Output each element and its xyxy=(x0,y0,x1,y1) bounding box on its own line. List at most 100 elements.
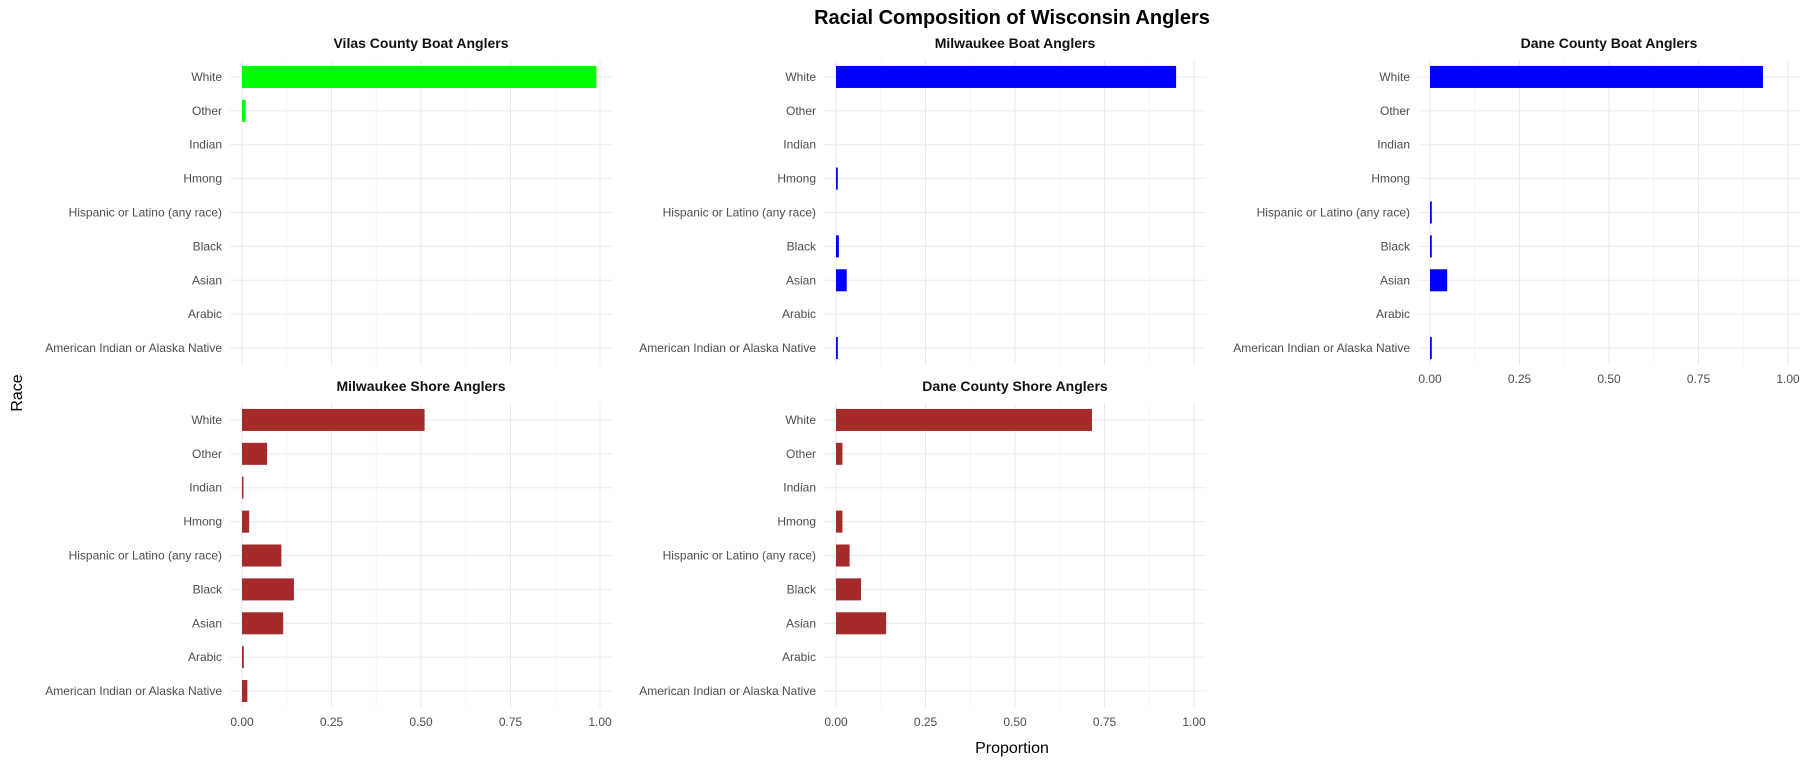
category-label: Black xyxy=(1381,239,1411,253)
x-tick-label: 0.50 xyxy=(409,715,433,729)
x-tick-label: 0.50 xyxy=(1597,372,1621,386)
bar-american-indian-or-alaska-native xyxy=(1430,337,1432,360)
category-label: Arabic xyxy=(782,650,816,664)
facet-panels: White Other Indian Hmong Hispanic or Latino … xyxy=(45,35,1800,729)
category-label: Asian xyxy=(192,273,222,287)
category-label: Arabic xyxy=(188,650,222,664)
bar-hmong xyxy=(836,510,843,533)
category-label: Other xyxy=(786,104,816,118)
bar-white xyxy=(836,408,1092,431)
bar-black xyxy=(1430,235,1432,258)
panel-title: Milwaukee Boat Anglers xyxy=(935,35,1096,51)
panel-title: Dane County Boat Anglers xyxy=(1521,35,1698,51)
panel-4: White Other Indian Hmong Hispanic or Latino … xyxy=(45,378,612,729)
category-label: Asian xyxy=(786,616,816,630)
bar-other xyxy=(242,99,246,122)
bar-hmong xyxy=(242,510,250,533)
bar-american-indian-or-alaska-native xyxy=(242,680,248,703)
x-tick-label: 0.00 xyxy=(230,715,254,729)
category-label: Hispanic or Latino (any race) xyxy=(663,206,816,220)
bar-hispanic-or-latino-any-race- xyxy=(242,544,282,567)
category-label: Hispanic or Latino (any race) xyxy=(69,206,222,220)
bar-american-indian-or-alaska-native xyxy=(836,337,838,360)
bar-asian xyxy=(836,612,887,635)
bar-asian xyxy=(242,612,284,635)
panel-1: White Other Indian Hmong Hispanic or Latino … xyxy=(45,35,612,365)
category-label: White xyxy=(191,70,222,84)
x-tick-label: 0.00 xyxy=(1418,372,1442,386)
bar-white xyxy=(1430,65,1763,88)
category-label: Hmong xyxy=(183,515,222,529)
category-label: Hispanic or Latino (any race) xyxy=(663,549,816,563)
category-label: Asian xyxy=(1380,273,1410,287)
category-label: Indian xyxy=(783,138,816,152)
category-label: Other xyxy=(192,104,222,118)
bar-asian xyxy=(1430,269,1448,292)
category-label: American Indian or Alaska Native xyxy=(45,341,222,355)
x-tick-label: 1.00 xyxy=(1776,372,1800,386)
bar-other xyxy=(242,442,268,465)
bar-hispanic-or-latino-any-race- xyxy=(1430,201,1432,224)
bar-black xyxy=(836,578,862,601)
category-label: White xyxy=(785,413,816,427)
category-label: Black xyxy=(787,582,817,596)
panel-title: Vilas County Boat Anglers xyxy=(333,35,508,51)
x-tick-label: 0.25 xyxy=(1508,372,1532,386)
category-label: Other xyxy=(786,447,816,461)
category-label: Indian xyxy=(1377,138,1410,152)
bar-black xyxy=(836,235,839,258)
x-tick-label: 1.00 xyxy=(1182,715,1206,729)
category-label: Black xyxy=(193,239,223,253)
x-tick-label: 1.00 xyxy=(588,715,612,729)
category-label: American Indian or Alaska Native xyxy=(639,341,816,355)
bar-white xyxy=(242,408,425,431)
category-label: Hispanic or Latino (any race) xyxy=(69,549,222,563)
category-label: Indian xyxy=(189,138,222,152)
bar-arabic xyxy=(242,646,244,669)
x-tick-label: 0.75 xyxy=(1093,715,1117,729)
category-label: Arabic xyxy=(782,307,816,321)
bar-indian xyxy=(242,476,244,499)
category-label: White xyxy=(785,70,816,84)
category-label: Other xyxy=(192,447,222,461)
category-label: Black xyxy=(787,239,817,253)
category-label: Hispanic or Latino (any race) xyxy=(1257,206,1410,220)
x-axis-title: Proportion xyxy=(975,740,1049,757)
x-tick-label: 0.00 xyxy=(824,715,848,729)
bar-other xyxy=(836,442,843,465)
category-label: Arabic xyxy=(188,307,222,321)
category-label: Hmong xyxy=(777,172,816,186)
y-axis-title: Race xyxy=(9,374,26,411)
x-tick-label: 0.75 xyxy=(1687,372,1711,386)
category-label: American Indian or Alaska Native xyxy=(45,684,222,698)
category-label: Asian xyxy=(192,616,222,630)
panel-title: Dane County Shore Anglers xyxy=(922,378,1108,394)
category-label: White xyxy=(1379,70,1410,84)
category-label: Arabic xyxy=(1376,307,1410,321)
panel-title: Milwaukee Shore Anglers xyxy=(336,378,505,394)
chart-title: Racial Composition of Wisconsin Anglers xyxy=(814,7,1210,29)
panel-3: White Other Indian Hmong Hispanic or Latino … xyxy=(1233,35,1800,386)
bar-hmong xyxy=(836,167,838,190)
panel-5: White Other Indian Hmong Hispanic or Latino … xyxy=(639,378,1206,729)
category-label: White xyxy=(191,413,222,427)
category-label: Asian xyxy=(786,273,816,287)
category-label: Indian xyxy=(189,481,222,495)
bar-white xyxy=(242,65,597,88)
category-label: Indian xyxy=(783,481,816,495)
x-tick-label: 0.25 xyxy=(320,715,344,729)
panel-2: White Other Indian Hmong Hispanic or Latino … xyxy=(639,35,1206,365)
bar-white xyxy=(836,65,1177,88)
category-label: Hmong xyxy=(777,515,816,529)
category-label: Hmong xyxy=(183,172,222,186)
category-label: American Indian or Alaska Native xyxy=(1233,341,1410,355)
category-label: American Indian or Alaska Native xyxy=(639,684,816,698)
category-label: Hmong xyxy=(1371,172,1410,186)
bar-asian xyxy=(836,269,847,292)
x-tick-label: 0.50 xyxy=(1003,715,1027,729)
x-tick-label: 0.25 xyxy=(914,715,938,729)
bar-black xyxy=(242,578,294,601)
x-tick-label: 0.75 xyxy=(499,715,523,729)
category-label: Black xyxy=(193,582,223,596)
